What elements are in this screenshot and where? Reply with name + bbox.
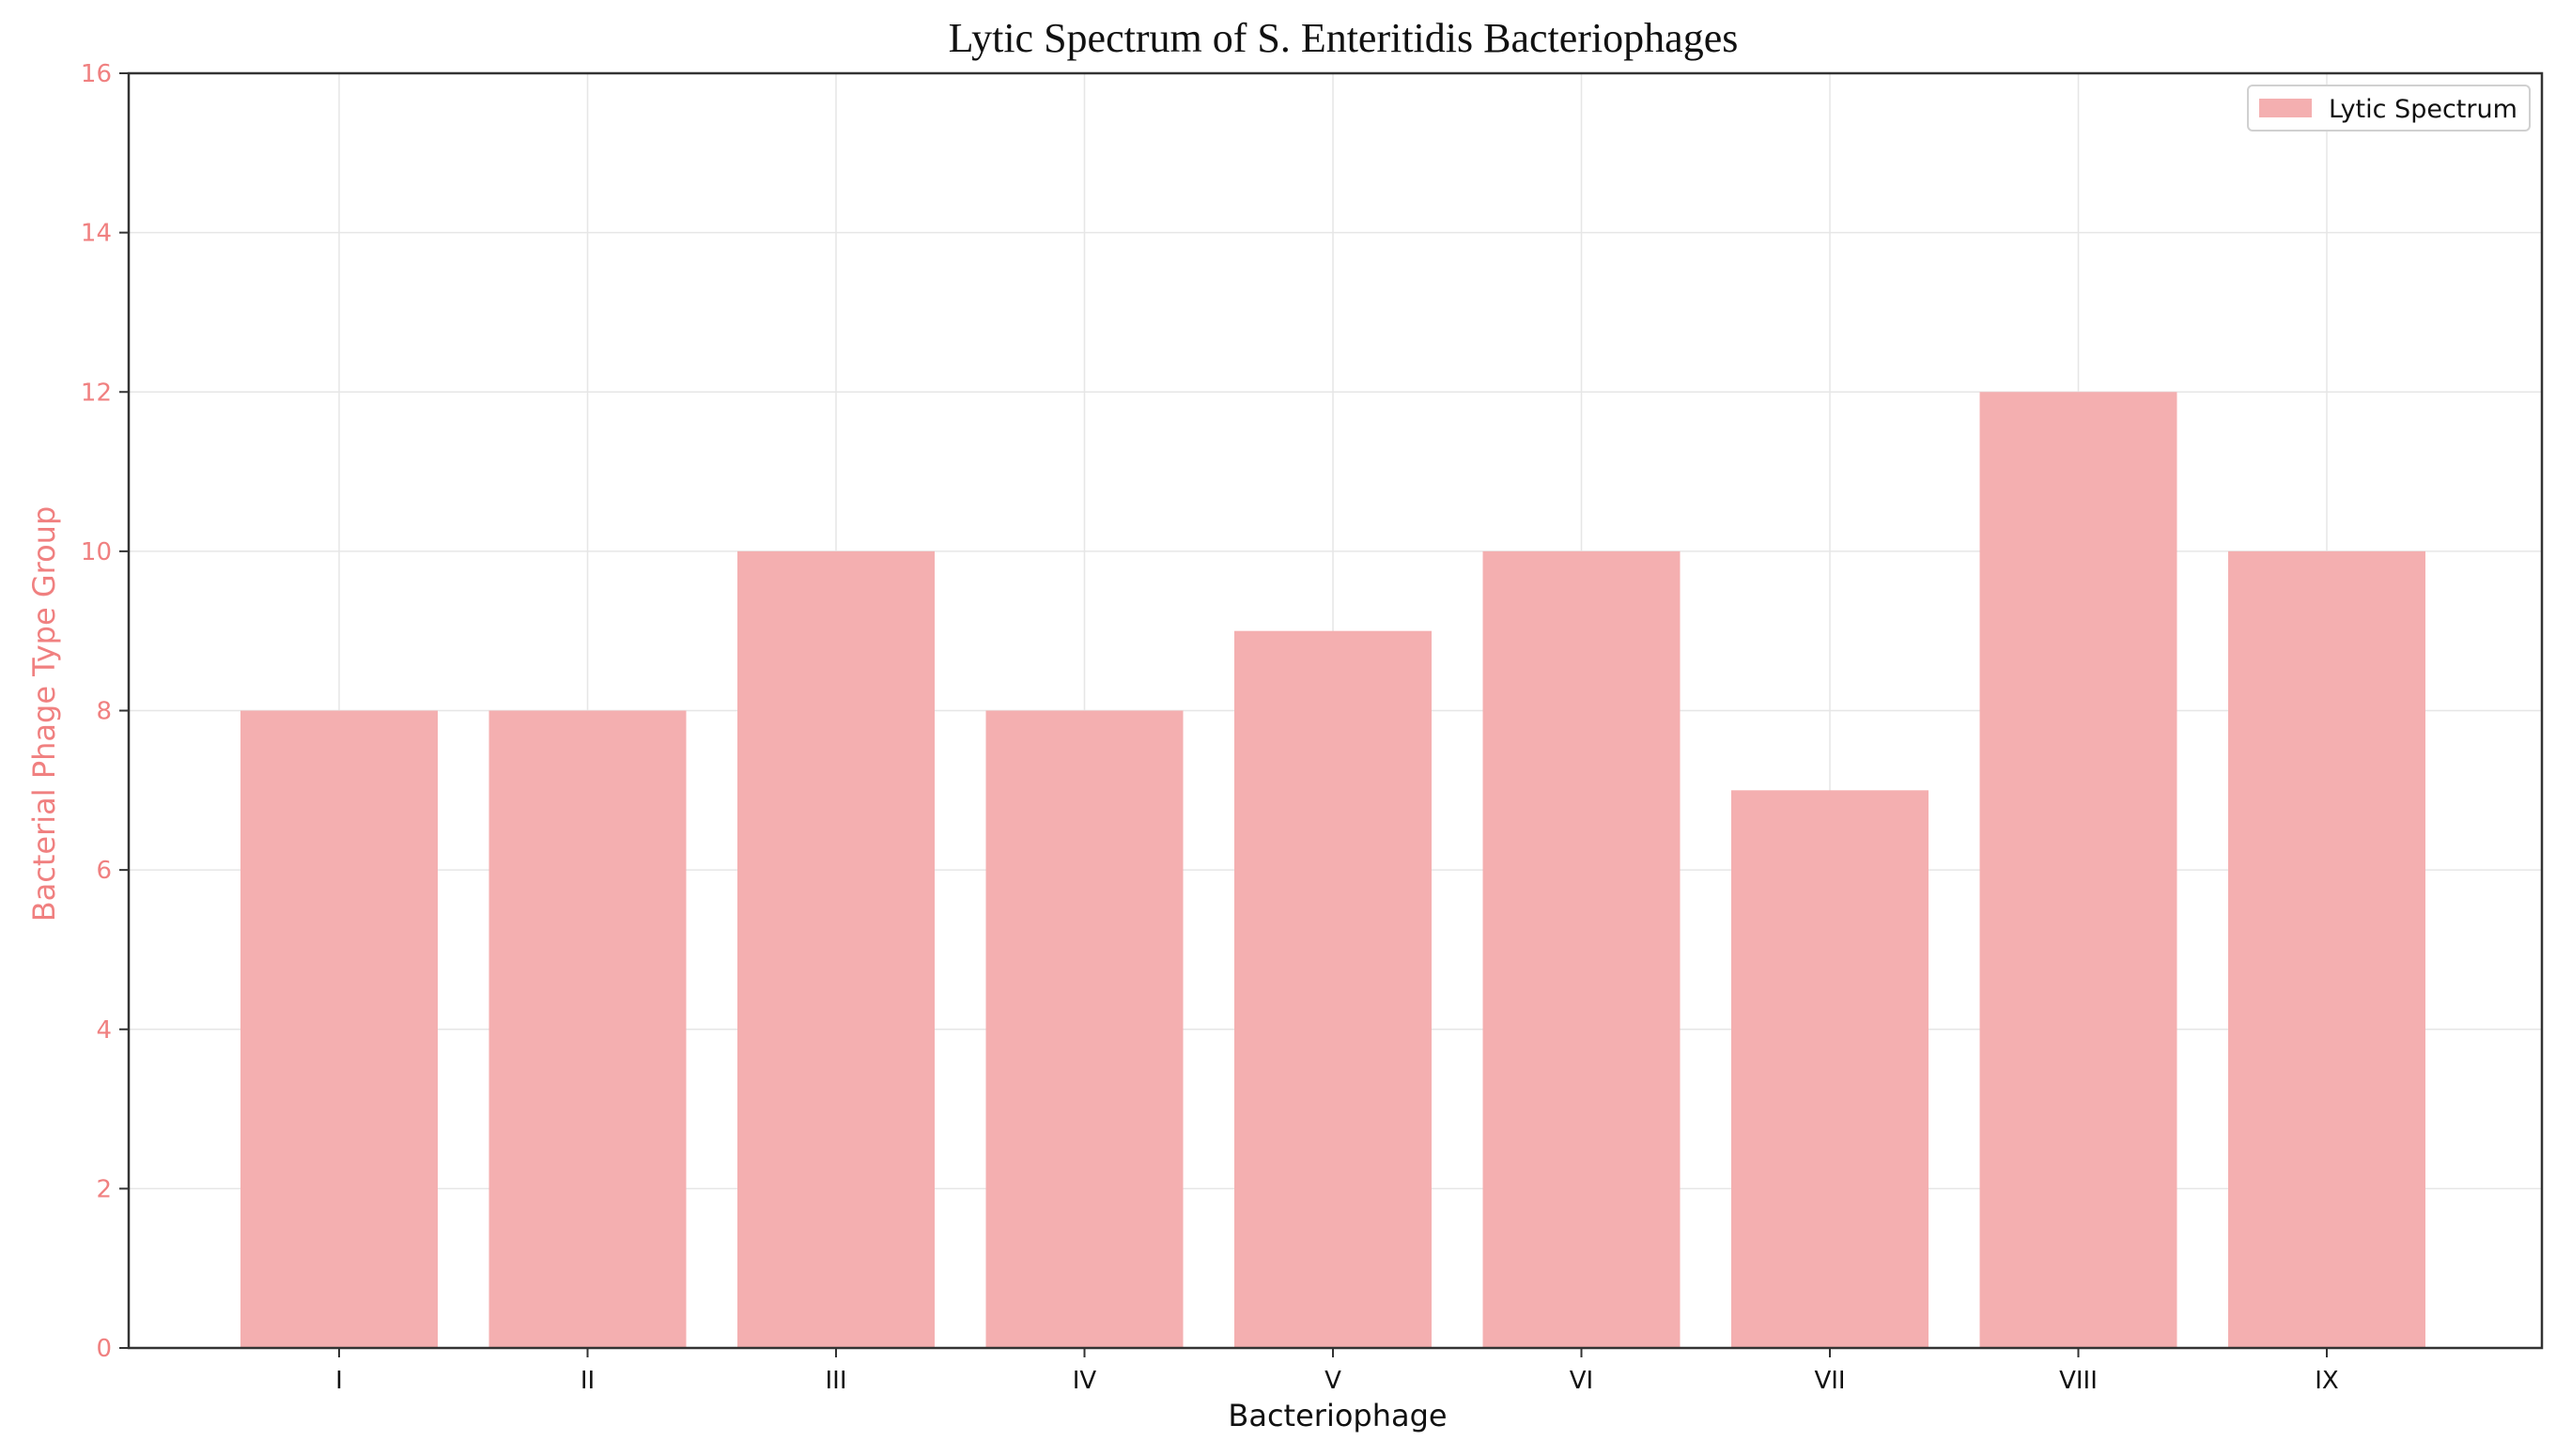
bar-IX xyxy=(2228,550,2425,1348)
legend-frame xyxy=(2247,85,2531,132)
bar-layer xyxy=(240,392,2425,1348)
y-tick-label: 14 xyxy=(81,220,112,248)
x-tick-label: VIII xyxy=(2059,1367,2098,1395)
x-tick-label: IV xyxy=(1073,1367,1097,1395)
bar-V xyxy=(1234,630,1432,1348)
bar-III xyxy=(737,550,935,1348)
bar-VIII xyxy=(1979,392,2177,1348)
x-tick-label: I xyxy=(335,1367,343,1395)
x-tick-label: VII xyxy=(1814,1367,1845,1395)
x-tick-label: III xyxy=(825,1367,846,1395)
x-tick-label: IX xyxy=(2315,1367,2338,1395)
x-tick-label: II xyxy=(581,1367,595,1395)
bar-VI xyxy=(1482,550,1681,1348)
x-tick-label: V xyxy=(1324,1367,1341,1395)
bar-IV xyxy=(985,710,1184,1348)
x-axis-label: Bacteriophage xyxy=(1228,1398,1447,1433)
y-axis-label: Bacterial Phage Type Group xyxy=(26,506,62,922)
chart-title: Lytic Spectrum of S. Enteritidis Bacteri… xyxy=(949,15,1739,61)
y-tick-label: 16 xyxy=(81,60,112,88)
bar-I xyxy=(240,710,438,1348)
y-tick-label: 12 xyxy=(81,379,112,407)
bar-II xyxy=(488,710,687,1348)
legend: Lytic Spectrum xyxy=(2247,85,2531,132)
y-tick-label: 6 xyxy=(96,857,112,885)
y-tick-label: 8 xyxy=(96,698,112,726)
bar-VII xyxy=(1731,790,1929,1348)
y-tick-label: 4 xyxy=(96,1016,112,1045)
legend-label: Lytic Spectrum xyxy=(2329,95,2517,124)
legend-swatch xyxy=(2259,99,2312,117)
y-tick-label: 2 xyxy=(96,1175,112,1203)
y-tick-label: 0 xyxy=(96,1335,112,1363)
y-tick-label: 10 xyxy=(81,538,112,566)
x-tick-label: VI xyxy=(1570,1367,1593,1395)
